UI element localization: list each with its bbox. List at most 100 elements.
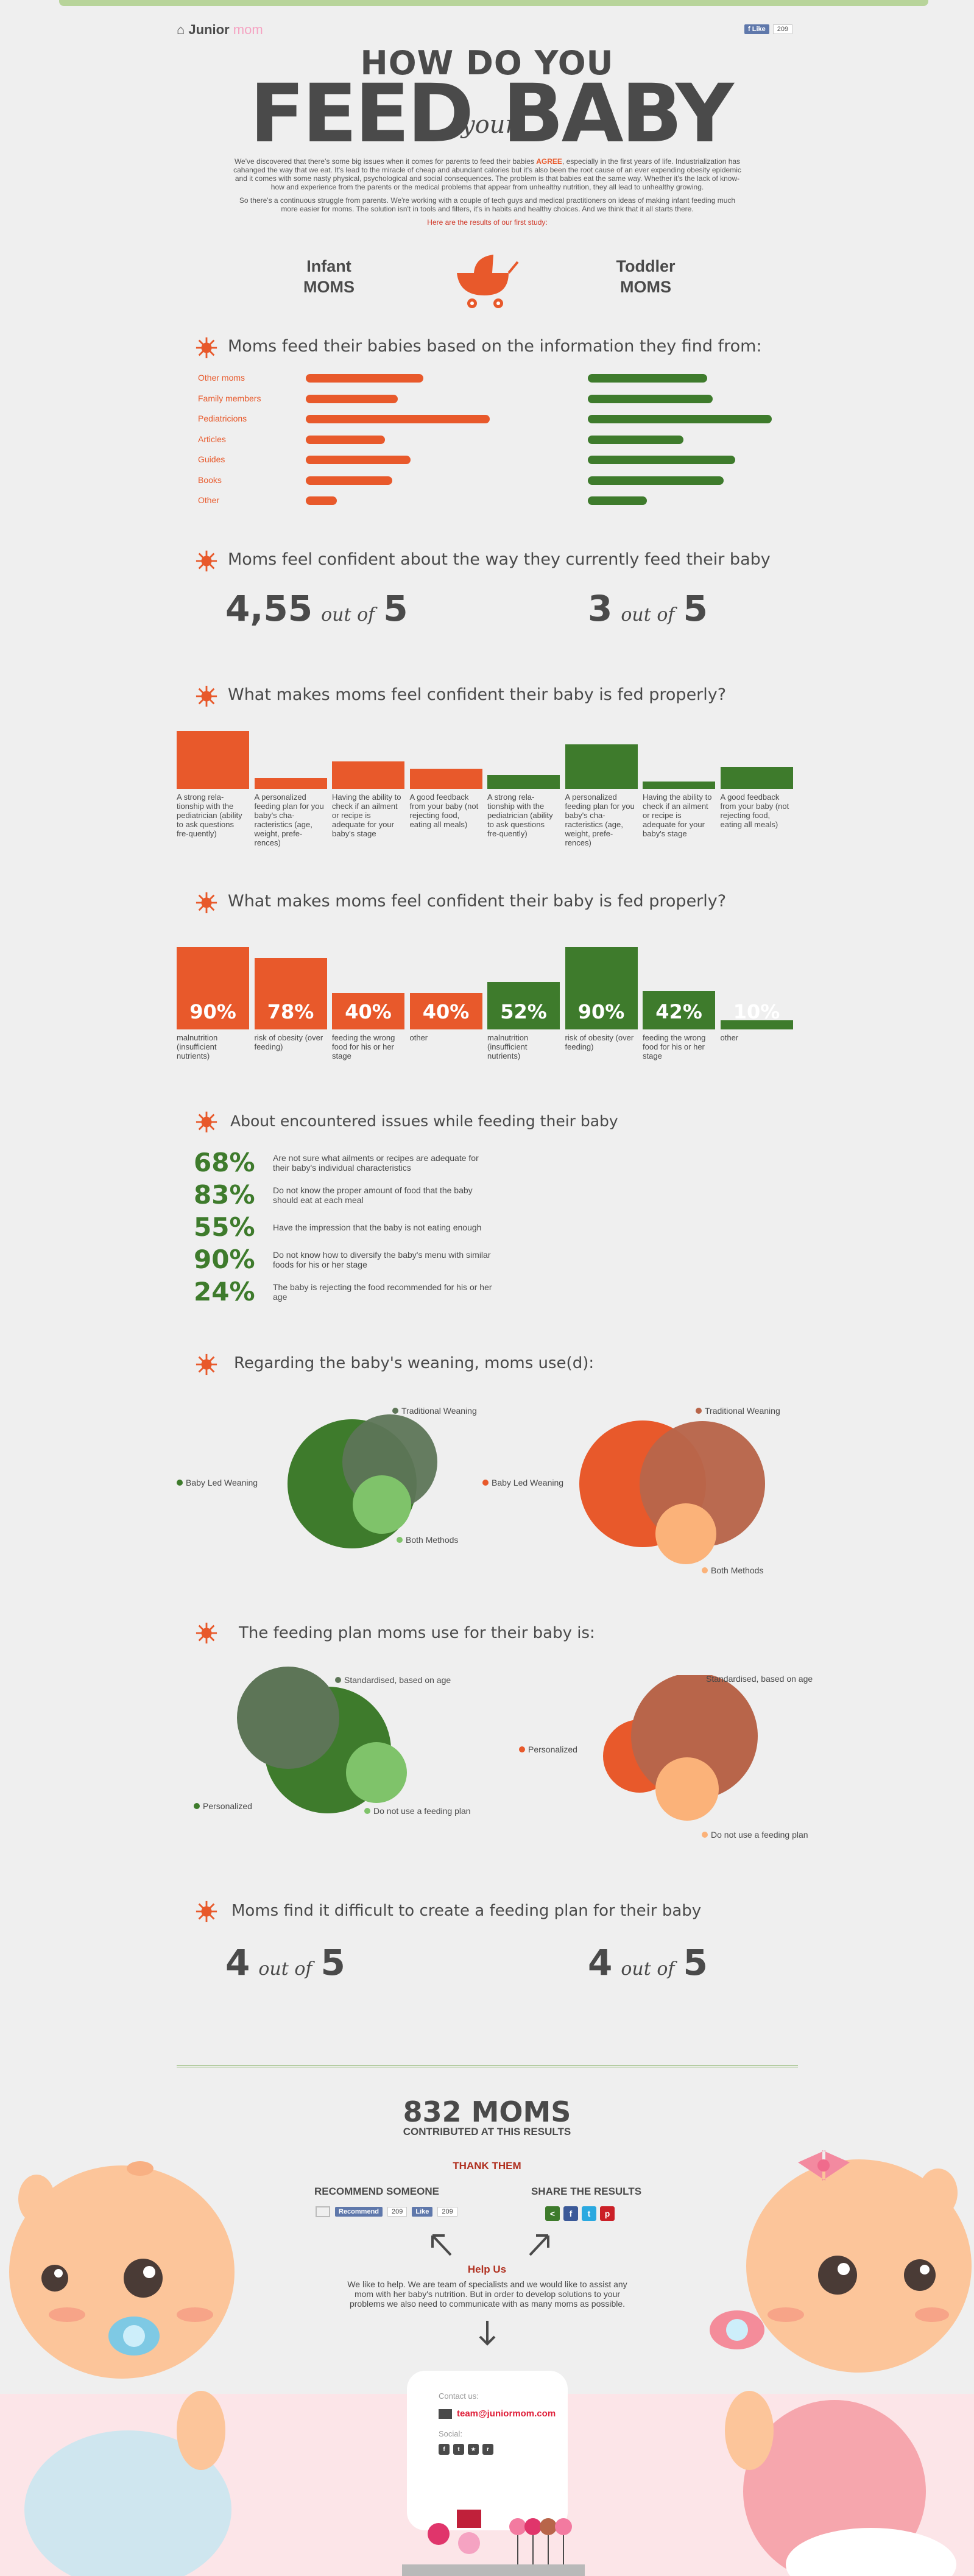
toddler-confidence-score: 3 out of 5 bbox=[588, 588, 708, 629]
twitter-icon[interactable]: t bbox=[582, 2206, 596, 2221]
bar-label: feeding the wrong food for his or her st… bbox=[643, 1033, 706, 1060]
infant-moms-heading: Infant MOMS bbox=[303, 257, 355, 296]
infant-bar: 40% bbox=[409, 993, 482, 1029]
email-icon[interactable] bbox=[316, 2206, 330, 2217]
legend-traditional-toddler: Traditional Weaning bbox=[696, 1406, 780, 1416]
toddler-bar: 52% bbox=[487, 982, 560, 1029]
facebook-like[interactable]: f Like 209 bbox=[744, 24, 793, 34]
legend-standardised-toddler: Standardised, based on age bbox=[697, 1674, 813, 1684]
share-buttons: < f t p bbox=[545, 2206, 615, 2221]
toddler-bar bbox=[565, 744, 638, 789]
issue-text: Are not sure what ailments or recipes ar… bbox=[273, 1152, 479, 1173]
infant-weaning-venn bbox=[288, 1414, 437, 1548]
contributed-text: CONTRIBUTED AT THIS RESULTS bbox=[403, 2126, 571, 2137]
toddler-bar bbox=[588, 394, 713, 403]
bar-label: A strong rela-tionship with the pediatri… bbox=[177, 792, 242, 838]
sun-icon bbox=[196, 685, 217, 707]
bar-label: Having the ability to check if an ailmen… bbox=[643, 792, 712, 838]
title-how: HOW DO YOU bbox=[360, 44, 614, 82]
toddler-plan-venn bbox=[603, 1675, 758, 1821]
infant-difficulty-score: 4 out of 5 bbox=[225, 1942, 345, 1983]
bar-label: A personalized feeding plan for you baby… bbox=[565, 792, 635, 847]
concerns-chart: 90% malnutrition (insufficient nutrients)… bbox=[177, 938, 798, 1078]
bar-label: A good feedback from your baby (not reje… bbox=[720, 792, 789, 829]
infant-bar: 90% bbox=[177, 947, 249, 1029]
standardised-circle bbox=[631, 1675, 758, 1799]
source-label: Books bbox=[198, 475, 222, 485]
arrow-down-icon bbox=[479, 2321, 496, 2346]
fb-like-button-footer[interactable]: Like bbox=[412, 2207, 433, 2217]
arrows-up-icon bbox=[431, 2234, 549, 2256]
no-plan-circle bbox=[655, 1757, 719, 1821]
title-baby: BABY bbox=[503, 67, 734, 161]
baby-girl-illustration bbox=[710, 2150, 972, 2576]
moms-count: 832 MOMS bbox=[403, 2095, 571, 2128]
facebook-icon: f bbox=[748, 26, 752, 33]
section-title-issues: About encountered issues while feeding t… bbox=[230, 1112, 618, 1130]
toddler-bar bbox=[720, 767, 793, 789]
issue-percent: 24% bbox=[194, 1277, 255, 1307]
title-feed: FEED bbox=[250, 67, 474, 161]
bar-label: other bbox=[720, 1033, 739, 1042]
footer-divider bbox=[177, 2065, 798, 2067]
legend-personalized-infant: Personalized bbox=[194, 1801, 252, 1811]
infant-bar bbox=[254, 778, 327, 789]
bar-label: other bbox=[409, 1033, 428, 1042]
issue-text: Do not know how to diversify the baby's … bbox=[273, 1249, 491, 1269]
home-icon: ⌂ bbox=[177, 22, 189, 37]
standardised-circle bbox=[237, 1667, 339, 1769]
infant-confidence-score: 4,55 out of 5 bbox=[225, 588, 408, 629]
sun-icon bbox=[196, 1900, 217, 1922]
bar-label: malnutrition (insufficient nutrients) bbox=[487, 1033, 529, 1060]
star-icon[interactable]: ★ bbox=[468, 2444, 479, 2455]
top-accent-bar bbox=[59, 0, 928, 6]
toddler-bar bbox=[487, 775, 560, 789]
issue-row: 55% Have the impression that the baby is … bbox=[194, 1212, 492, 1242]
issue-row: 90% Do not know how to diversify the baby… bbox=[194, 1244, 492, 1274]
sun-icon bbox=[196, 1353, 217, 1375]
facebook-icon[interactable]: f bbox=[439, 2444, 450, 2455]
thank-them-heading: THANK THEM bbox=[453, 2160, 521, 2172]
infant-bar bbox=[306, 496, 337, 505]
legend-both-toddler: Both Methods bbox=[702, 1565, 763, 1575]
issue-text: Do not know the proper amount of food th… bbox=[273, 1185, 473, 1205]
baby-boy-illustration bbox=[9, 2161, 235, 2576]
legend-personalized-toddler: Personalized bbox=[519, 1745, 577, 1754]
legend-no-plan-toddler: Do not use a feeding plan bbox=[702, 1830, 808, 1840]
legend-traditional-infant: Traditional Weaning bbox=[392, 1406, 477, 1416]
bar-label: risk of obesity (over feeding) bbox=[254, 1033, 323, 1051]
fb-like-count: 209 bbox=[772, 24, 793, 34]
bar-label: A personalized feeding plan for you baby… bbox=[254, 792, 324, 847]
fb-recommend-button[interactable]: Recommend bbox=[335, 2207, 383, 2217]
recommend-buttons: Recommend 209 Like 209 bbox=[316, 2206, 457, 2217]
contact-card: Contact us: team@juniormom.com Social: f… bbox=[407, 2371, 568, 2530]
infant-bar bbox=[306, 374, 424, 383]
toddler-bar: 10% bbox=[720, 1000, 793, 1029]
source-label: Articles bbox=[198, 434, 226, 444]
facebook-icon[interactable]: f bbox=[563, 2206, 578, 2221]
sun-icon bbox=[196, 550, 217, 572]
rss-icon[interactable]: r bbox=[482, 2444, 493, 2455]
section-title-weaning: Regarding the baby's weaning, moms use(d… bbox=[234, 1354, 595, 1372]
twitter-icon[interactable]: t bbox=[453, 2444, 464, 2455]
issue-row: 83% Do not know the proper amount of food… bbox=[194, 1180, 492, 1210]
section-title-difficulty: Moms find it difficult to create a feedi… bbox=[231, 1902, 702, 1920]
bar-label: malnutrition (insufficient nutrients) bbox=[177, 1033, 218, 1060]
share-icon[interactable]: < bbox=[545, 2206, 560, 2221]
infant-bar: 40% bbox=[332, 993, 404, 1029]
confidence-factors-chart: A strong rela-tionship with the pediatri… bbox=[177, 728, 798, 868]
email-link[interactable]: team@juniormom.com bbox=[439, 2408, 556, 2419]
source-label: Other bbox=[198, 495, 220, 505]
toddler-moms-heading: Toddler MOMS bbox=[616, 257, 676, 296]
infant-bar bbox=[306, 456, 411, 464]
intro-text: We've discovered that there's some big i… bbox=[233, 157, 741, 227]
issue-text: Have the impression that the baby is not… bbox=[273, 1222, 482, 1232]
fb-like-button[interactable]: f Like bbox=[744, 24, 769, 34]
sun-icon bbox=[196, 337, 217, 359]
sun-icon bbox=[196, 1111, 217, 1133]
infant-bar bbox=[177, 731, 249, 789]
issue-percent: 55% bbox=[194, 1212, 255, 1242]
legend-no-plan-infant: Do not use a feeding plan bbox=[364, 1806, 471, 1816]
pinterest-icon[interactable]: p bbox=[600, 2206, 615, 2221]
logo[interactable]: ⌂ Junior mom bbox=[177, 22, 263, 37]
